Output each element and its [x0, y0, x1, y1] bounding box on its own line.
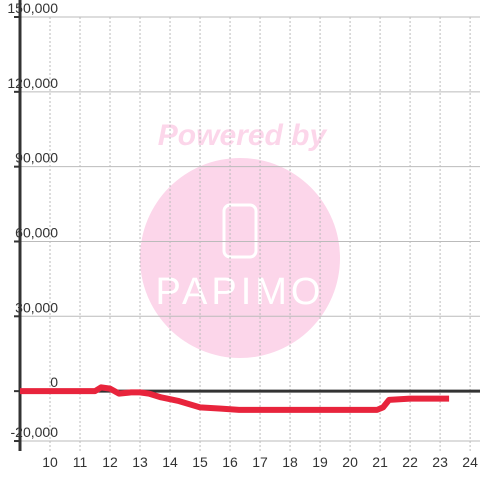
- x-tick-label: 21: [372, 454, 388, 470]
- y-tick-label: 0: [50, 374, 58, 390]
- x-tick-label: 19: [312, 454, 328, 470]
- x-tick-label: 24: [462, 454, 478, 470]
- y-tick-label: 120,000: [7, 75, 58, 91]
- x-tick-label: 18: [282, 454, 298, 470]
- data-line: [20, 384, 450, 413]
- watermark-logo: PAPIMO: [156, 271, 325, 313]
- x-tick-label: 23: [432, 454, 448, 470]
- x-tick-label: 13: [132, 454, 148, 470]
- x-tick-label: 10: [42, 454, 58, 470]
- y-tick-label: 90,000: [15, 150, 58, 166]
- x-tick-label: 20: [342, 454, 358, 470]
- x-tick-label: 11: [73, 454, 88, 470]
- x-tick-label: 17: [252, 454, 268, 470]
- x-tick-label: 15: [192, 454, 208, 470]
- x-tick-label: 12: [102, 454, 118, 470]
- x-tick-label: 16: [222, 454, 238, 470]
- y-tick-label: -20,000: [11, 424, 59, 440]
- y-tick-label: 150,000: [7, 0, 58, 16]
- x-tick-label: 14: [162, 454, 178, 470]
- watermark-text: Powered by: [158, 119, 328, 152]
- y-tick-label: 30,000: [15, 299, 58, 315]
- watermark-icon: [222, 203, 258, 259]
- plot: [20, 384, 450, 413]
- y-tick-label: 60,000: [15, 224, 58, 240]
- x-tick-label: 22: [402, 454, 418, 470]
